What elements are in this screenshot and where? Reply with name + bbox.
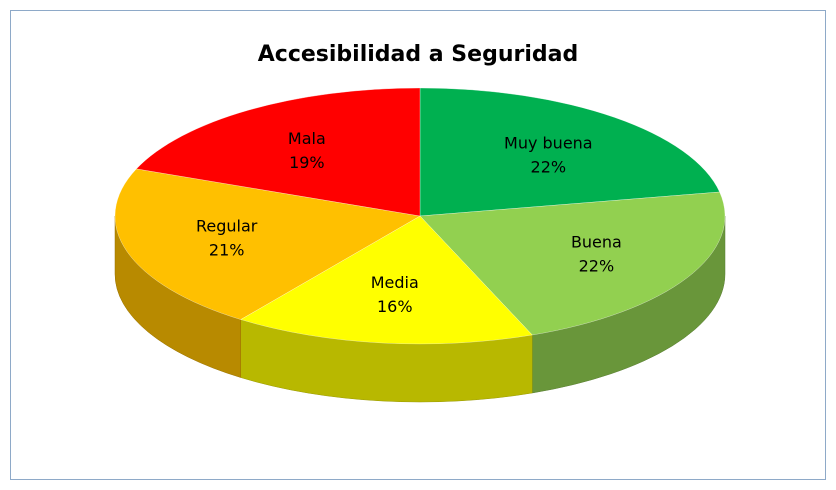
slice-value-label: 22% bbox=[579, 257, 615, 276]
slice bbox=[114, 168, 421, 320]
pie-labels: Muy buena 22% Buena 22% Media 16% Regular 21% Ma… bbox=[196, 129, 622, 316]
slice-label: Muy buena bbox=[504, 133, 593, 152]
pie-tops bbox=[114, 87, 726, 345]
slice bbox=[419, 87, 720, 217]
slice bbox=[136, 87, 421, 217]
slice-label: Media bbox=[371, 273, 419, 292]
slice-label: Regular bbox=[196, 217, 258, 236]
slice bbox=[419, 191, 726, 336]
slice-label: Buena bbox=[571, 233, 622, 252]
slice bbox=[240, 215, 533, 345]
slice-value-label: 16% bbox=[377, 297, 413, 316]
slice-value-label: 21% bbox=[209, 241, 245, 260]
slice-value-label: 22% bbox=[531, 157, 567, 176]
pie-sides bbox=[114, 215, 726, 403]
chart-title: Accesibilidad a Seguridad bbox=[258, 42, 578, 67]
slice-label: Mala bbox=[288, 129, 326, 148]
slice-value-label: 19% bbox=[289, 153, 325, 172]
